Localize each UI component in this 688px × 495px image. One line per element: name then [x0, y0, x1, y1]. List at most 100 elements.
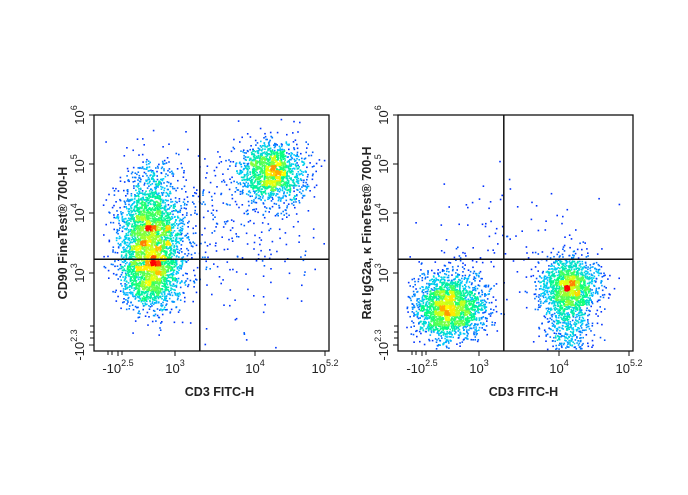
event-dot	[276, 250, 278, 253]
event-dot	[163, 267, 165, 269]
event-dot	[263, 216, 266, 219]
event-dot	[138, 216, 141, 218]
event-dot	[156, 277, 159, 279]
event-dot	[136, 204, 138, 207]
event-dot	[144, 290, 147, 293]
event-dot	[286, 133, 288, 136]
event-dot	[168, 143, 170, 145]
event-dot	[145, 250, 147, 252]
event-dot	[182, 222, 184, 225]
event-dot	[150, 296, 152, 299]
event-dot	[163, 277, 166, 279]
event-dot	[195, 279, 198, 281]
event-dot	[169, 212, 171, 214]
event-dot	[166, 265, 169, 267]
event-dot	[161, 321, 163, 323]
event-dot	[137, 274, 139, 277]
event-dot	[139, 281, 141, 284]
event-dot	[263, 185, 266, 187]
event-dot	[161, 304, 164, 307]
event-dot	[132, 274, 134, 276]
event-dot	[156, 278, 159, 281]
event-dot	[140, 279, 142, 281]
event-dot	[229, 204, 231, 206]
event-dot	[194, 192, 196, 194]
event-dot	[152, 292, 155, 295]
event-dot	[165, 309, 167, 311]
event-dot	[229, 178, 231, 180]
event-dot	[263, 180, 266, 182]
event-dot	[158, 286, 160, 288]
event-dot	[231, 227, 234, 229]
event-dot	[298, 159, 300, 161]
event-dot	[134, 210, 136, 213]
event-dot	[140, 300, 143, 303]
event-dot	[138, 199, 140, 202]
event-dot	[140, 255, 143, 258]
event-dot	[236, 256, 239, 258]
event-dot	[130, 261, 133, 263]
event-dot	[112, 249, 114, 251]
event-dot	[279, 147, 281, 149]
event-dot	[160, 178, 162, 181]
event-dot	[169, 253, 172, 256]
event-dot	[130, 255, 132, 257]
event-dot	[155, 200, 158, 203]
event-dot	[104, 266, 107, 269]
event-dot	[170, 260, 172, 263]
event-dot	[311, 166, 314, 168]
event-dot	[279, 154, 282, 156]
event-dot	[274, 157, 276, 159]
event-dot	[298, 166, 300, 168]
event-dot	[127, 296, 130, 299]
event-dot	[174, 203, 176, 205]
event-dot	[245, 210, 248, 213]
event-dot	[130, 218, 133, 220]
event-dot	[283, 192, 285, 195]
event-dot	[260, 231, 263, 233]
event-dot	[274, 159, 277, 162]
event-dot	[137, 283, 139, 285]
event-dot	[283, 149, 285, 151]
event-dot	[141, 247, 143, 249]
event-dot	[150, 214, 152, 217]
event-dot	[119, 290, 122, 292]
event-dot	[131, 230, 133, 232]
event-dot	[125, 293, 127, 296]
event-dot	[160, 185, 162, 188]
event-dot	[241, 179, 243, 181]
event-dot	[158, 253, 160, 255]
event-dot	[242, 189, 244, 191]
event-dot	[156, 314, 159, 317]
event-dot	[245, 159, 247, 161]
event-dot	[117, 295, 119, 298]
event-dot	[130, 273, 132, 275]
event-dot	[157, 224, 160, 226]
event-dot	[156, 197, 159, 199]
event-dot	[286, 216, 288, 218]
event-dot	[284, 184, 287, 187]
event-dot	[151, 301, 154, 303]
event-dot	[183, 204, 186, 206]
event-dot	[270, 253, 272, 256]
event-dot	[297, 177, 300, 180]
event-dot	[159, 327, 161, 329]
event-dot	[280, 181, 282, 183]
event-dot	[282, 172, 285, 174]
event-dot	[161, 276, 164, 279]
event-dot	[131, 214, 134, 216]
event-dot	[163, 205, 166, 208]
event-dot	[138, 228, 140, 230]
event-dot	[296, 173, 298, 175]
event-dot	[179, 237, 182, 240]
event-dot	[137, 182, 140, 185]
event-dot	[132, 215, 134, 218]
event-dot	[137, 252, 140, 254]
event-dot	[298, 185, 300, 187]
event-dot	[281, 218, 284, 220]
event-dot	[157, 229, 160, 231]
event-dot	[161, 285, 163, 287]
event-dot	[293, 201, 295, 203]
event-dot	[163, 299, 165, 301]
event-dot	[144, 234, 146, 236]
